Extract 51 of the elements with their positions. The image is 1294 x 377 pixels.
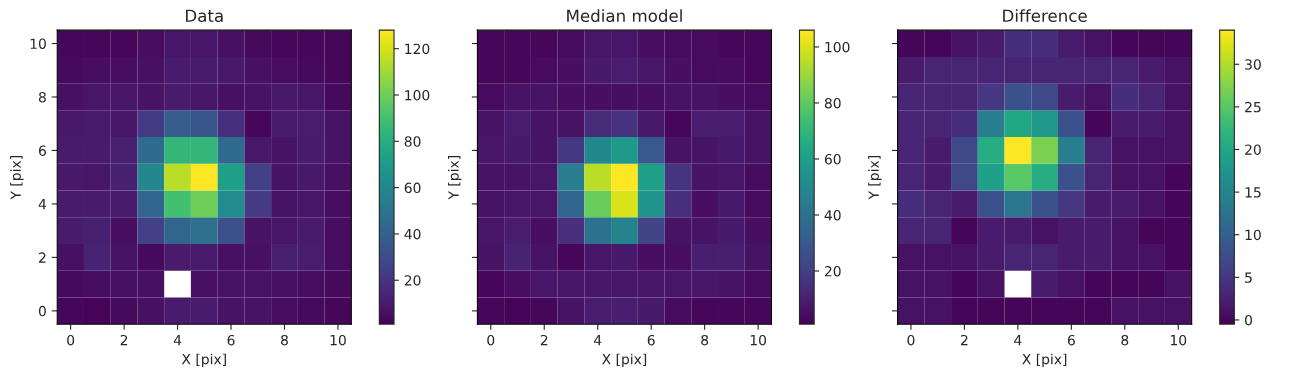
x-tick-label: 8	[701, 334, 709, 346]
x-tick-label: 2	[120, 334, 128, 346]
y-tick-label: 8	[38, 91, 46, 103]
x-tick-label: 6	[647, 334, 655, 346]
x-axis-title: X [pix]	[602, 353, 647, 368]
y-axis-title: Y [pix]	[448, 156, 462, 200]
x-tick-label: 10	[750, 334, 767, 346]
x-tick-label: 10	[1170, 334, 1187, 346]
color-bar-label: 60	[404, 182, 421, 194]
chart-title: Median model	[567, 9, 682, 23]
y-tick-label: 10	[30, 38, 46, 49]
color-bar-label: 30	[1245, 59, 1261, 70]
color-bar-label: 20	[1245, 144, 1261, 155]
chart-title: Difference	[1003, 9, 1087, 23]
color-bar-label: 15	[1245, 187, 1261, 198]
x-tick-label: 2	[961, 334, 968, 346]
x-tick-label: 4	[173, 335, 182, 346]
color-bar-label: 120	[405, 43, 430, 55]
y-axis-title: Y [pix]	[868, 156, 882, 200]
x-tick-label: 4	[593, 335, 602, 346]
color-bar-label: 60	[824, 153, 841, 165]
color-bar-label: 25	[1245, 101, 1261, 113]
color-bar-label: 80	[404, 136, 421, 147]
color-bar-label: 40	[824, 209, 841, 221]
color-bar-label: 20	[824, 265, 841, 277]
color-bar-label: 100	[405, 89, 430, 101]
y-axis-title: Y [pix]	[10, 156, 24, 200]
x-tick-label: 2	[540, 334, 548, 346]
color-bar-label: 80	[824, 97, 841, 109]
color-bar-label: 100	[825, 41, 850, 53]
color-bar-label: 40	[404, 228, 421, 240]
x-tick-label: 0	[487, 334, 495, 346]
x-tick-label: 8	[1121, 334, 1129, 346]
x-tick-label: 6	[1067, 334, 1075, 346]
x-axis-title: X [pix]	[181, 353, 226, 368]
x-tick-label: 4	[1014, 335, 1022, 346]
color-bar-label: 5	[1245, 272, 1252, 283]
x-tick-label: 10	[330, 334, 346, 346]
color-bar-label: 20	[404, 275, 421, 286]
y-tick-label: 0	[38, 305, 46, 317]
x-axis-title: X [pix]	[1022, 353, 1067, 368]
x-tick-label: 6	[227, 334, 235, 346]
x-tick-label: 8	[281, 334, 288, 346]
color-bar-label: 0	[1245, 314, 1252, 326]
y-tick-label: 6	[38, 145, 46, 156]
y-tick-label: 2	[39, 252, 46, 263]
color-bar-label: 10	[1245, 229, 1261, 241]
x-tick-label: 0	[67, 334, 75, 346]
chart-title: Data	[186, 9, 223, 23]
x-tick-label: 0	[907, 334, 915, 346]
y-tick-label: 4	[38, 199, 47, 210]
